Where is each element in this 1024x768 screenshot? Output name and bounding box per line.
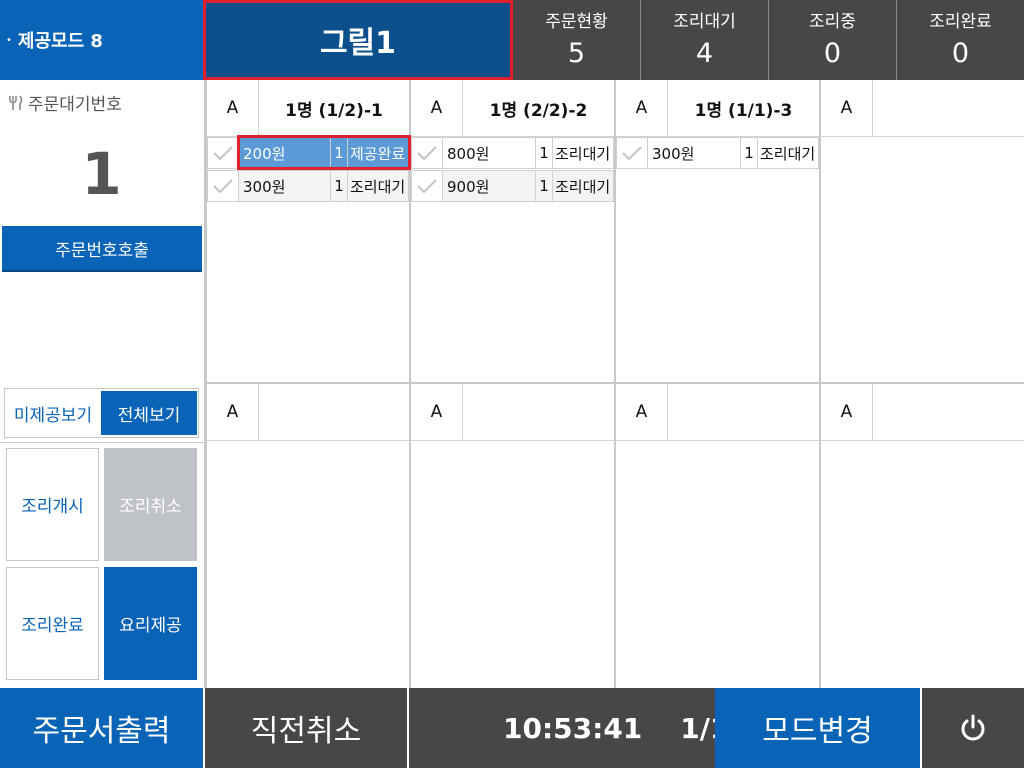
order-tag: A — [411, 384, 463, 440]
order-card[interactable]: A 1명 (1/1)-3 300원 1 조리대기 — [616, 80, 819, 382]
view-all-button[interactable]: 전체보기 — [101, 391, 197, 435]
order-title — [259, 384, 409, 440]
order-title — [668, 384, 819, 440]
wait-number: 1 — [81, 140, 122, 208]
stat-label: 주문현황 — [545, 12, 608, 32]
undo-last-button[interactable]: 직전취소 — [205, 688, 407, 768]
grid-column-divider — [409, 80, 411, 688]
item-quantity: 1 — [331, 170, 347, 202]
item-quantity: 1 — [536, 170, 552, 202]
item-status: 조리대기 — [347, 170, 409, 202]
order-card[interactable]: A — [411, 384, 614, 688]
stat-value: 4 — [695, 38, 714, 69]
order-tag: A — [821, 384, 873, 440]
stat-cooking[interactable]: 조리중 0 — [768, 0, 896, 80]
mode-indicator: • 제공모드 8 — [0, 0, 203, 80]
order-tag: A — [207, 384, 259, 440]
order-card[interactable]: A — [616, 384, 819, 688]
order-card[interactable]: A 1명 (1/2)-1 200원 1 제공완료 300원 1 조리대기 — [207, 80, 411, 382]
stat-cook-complete[interactable]: 조리완료 0 — [896, 0, 1024, 80]
stat-label: 조리완료 — [929, 12, 992, 32]
item-price: 300원 — [648, 137, 741, 169]
order-title: 1명 (1/2)-1 — [285, 100, 383, 121]
complete-cooking-button[interactable]: 조리완료 — [6, 567, 99, 680]
order-item-row[interactable]: 300원 1 조리대기 — [616, 137, 819, 169]
wait-number-label: 주문대기번호 — [8, 90, 122, 115]
order-tag: A — [411, 80, 463, 136]
order-title — [463, 384, 614, 440]
check-icon[interactable] — [411, 170, 443, 202]
wait-number-label-text: 주문대기번호 — [28, 95, 122, 115]
item-price: 200원 — [239, 137, 331, 169]
order-card[interactable]: A — [821, 80, 1024, 382]
order-card[interactable]: A — [821, 384, 1024, 688]
order-item-row[interactable]: 300원 1 조리대기 — [207, 170, 409, 202]
view-toggle-group — [4, 388, 199, 438]
stat-cook-waiting[interactable]: 조리대기 4 — [640, 0, 768, 80]
mode-label: 제공모드 8 — [17, 31, 103, 52]
order-card[interactable]: A 1명 (2/2)-2 800원 1 조리대기 900원 1 조리대기 — [411, 80, 614, 382]
grid-column-divider — [819, 80, 821, 688]
sidebar-divider — [0, 442, 204, 443]
item-price: 800원 — [443, 137, 536, 169]
order-title: 1명 (2/2)-2 — [489, 100, 588, 121]
view-unserved-button[interactable]: 미제공보기 — [6, 391, 100, 435]
print-order-button[interactable]: 주문서출력 — [0, 688, 203, 768]
order-tag: A — [821, 80, 873, 136]
clock: 10:53:41 — [503, 711, 643, 745]
mode-dot: • — [6, 34, 12, 46]
order-item-row[interactable]: 200원 1 제공완료 — [207, 137, 409, 169]
stat-order-status[interactable]: 주문현황 5 — [513, 0, 640, 80]
order-title — [873, 80, 1024, 136]
start-cooking-button[interactable]: 조리개시 — [6, 448, 99, 561]
item-status: 조리대기 — [552, 170, 614, 202]
check-icon[interactable] — [207, 170, 239, 202]
stat-value: 0 — [823, 38, 842, 69]
mode-change-button[interactable]: 모드변경 — [715, 688, 920, 768]
check-icon[interactable] — [411, 137, 443, 169]
stat-value: 5 — [567, 38, 586, 69]
fork-knife-icon — [9, 95, 23, 110]
power-button[interactable] — [922, 688, 1024, 768]
item-status: 조리대기 — [757, 137, 819, 169]
check-icon[interactable] — [207, 137, 239, 169]
stat-value: 0 — [951, 38, 970, 69]
status-bar: 10:53:41 1/1 — [409, 688, 730, 768]
stat-label: 조리중 — [809, 12, 856, 32]
call-order-number-button[interactable]: 주문번호호출 — [2, 226, 202, 272]
item-price: 900원 — [443, 170, 536, 202]
order-tag: A — [207, 80, 259, 136]
serve-dish-button[interactable]: 요리제공 — [104, 567, 197, 680]
item-status: 제공완료 — [347, 137, 409, 169]
order-title: 1명 (1/1)-3 — [694, 100, 793, 121]
check-icon[interactable] — [616, 137, 648, 169]
order-item-row[interactable]: 900원 1 조리대기 — [411, 170, 614, 202]
grid-column-divider — [205, 80, 207, 688]
grid-column-divider — [614, 80, 616, 688]
item-status: 조리대기 — [552, 137, 614, 169]
item-quantity: 1 — [331, 137, 347, 169]
stat-label: 조리대기 — [673, 12, 736, 32]
cancel-cooking-button[interactable]: 조리취소 — [104, 448, 197, 561]
order-card[interactable]: A — [207, 384, 409, 688]
item-quantity: 1 — [741, 137, 757, 169]
order-item-row[interactable]: 800원 1 조리대기 — [411, 137, 614, 169]
order-tag: A — [616, 384, 668, 440]
item-price: 300원 — [239, 170, 331, 202]
power-icon — [961, 714, 985, 741]
order-title — [873, 384, 1024, 440]
station-title-button[interactable]: 그릴1 — [203, 0, 513, 80]
item-quantity: 1 — [536, 137, 552, 169]
order-tag: A — [616, 80, 668, 136]
